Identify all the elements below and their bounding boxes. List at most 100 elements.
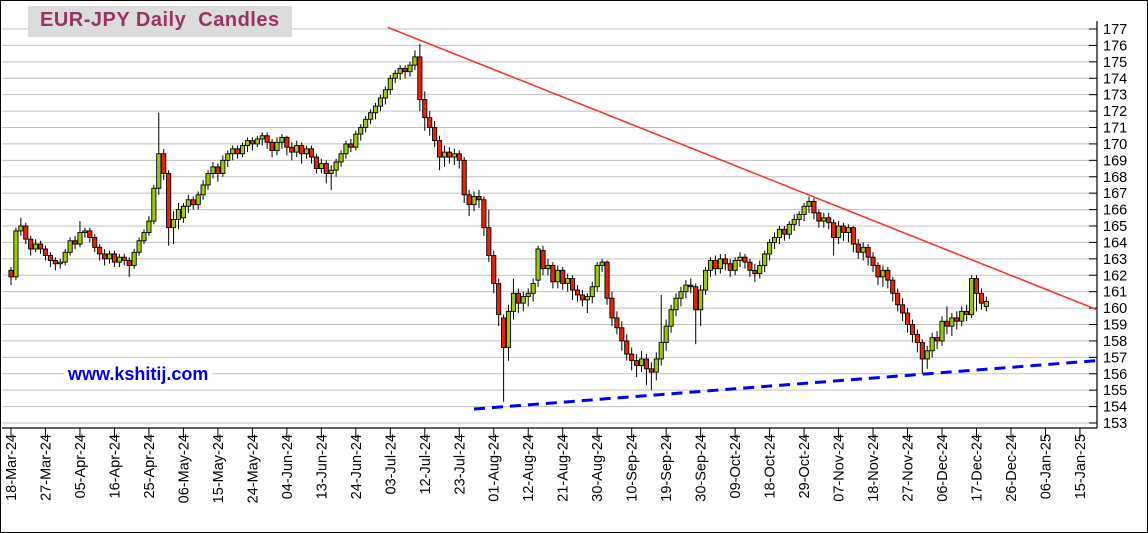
candle-body <box>954 317 960 322</box>
candle-body <box>13 230 19 278</box>
candle-body <box>584 296 590 301</box>
candle-body <box>92 237 98 248</box>
candle-body <box>515 292 521 304</box>
candle-body <box>673 297 679 311</box>
candle-body <box>126 260 132 266</box>
candle-body <box>683 284 689 293</box>
y-tick-label: 176 <box>1103 38 1127 54</box>
candle-body <box>407 64 413 73</box>
x-tick-label: 15-May-24 <box>211 434 227 503</box>
candle-body <box>831 222 837 238</box>
candle-body <box>983 301 989 307</box>
candle-body <box>72 240 78 245</box>
candle-body <box>501 317 507 348</box>
x-tick-label: 05-Apr-24 <box>73 434 89 498</box>
ascending-support-trendline <box>473 359 1098 411</box>
y-tick-label: 158 <box>1103 334 1127 350</box>
candle-body <box>520 296 526 304</box>
y-tick-label: 160 <box>1103 301 1127 317</box>
y-tick-label: 155 <box>1103 383 1127 399</box>
candle-body <box>294 145 300 153</box>
candle-body <box>308 148 315 158</box>
candle-body <box>402 67 408 73</box>
y-tick-label: 164 <box>1103 235 1127 251</box>
candle-body <box>914 333 920 344</box>
candle-body <box>934 337 940 342</box>
candle-body <box>747 261 753 271</box>
candle-body <box>476 195 482 201</box>
candle-body <box>254 138 260 145</box>
candle-body <box>909 324 916 335</box>
candle-body <box>530 283 536 294</box>
candle-body <box>658 342 664 360</box>
candle-body <box>663 325 669 344</box>
y-tick-label: 171 <box>1103 121 1127 137</box>
candle-body <box>116 256 122 263</box>
candle-body <box>486 227 492 256</box>
candle-body <box>363 118 369 128</box>
candle-body <box>417 56 423 101</box>
x-tick-label: 10-Sep-24 <box>625 434 641 502</box>
candle-body <box>210 166 216 174</box>
candle-body <box>880 269 886 278</box>
y-tick-label: 174 <box>1103 71 1127 87</box>
candle-body <box>235 148 241 155</box>
candle-body <box>698 289 704 311</box>
candle-body <box>343 143 349 155</box>
candle-body <box>678 291 684 299</box>
candle-body <box>742 256 748 263</box>
candle-body <box>269 141 275 151</box>
x-tick-label: 13-Jun-24 <box>314 434 330 499</box>
candle-body <box>131 251 137 266</box>
candles-layer <box>8 43 989 402</box>
y-tick-label: 154 <box>1103 400 1127 416</box>
candle-body <box>688 284 694 288</box>
candle-body <box>762 253 768 266</box>
candle-body <box>579 294 585 301</box>
candle-body <box>195 194 201 206</box>
candle-body <box>328 169 334 174</box>
candle-body <box>634 360 640 366</box>
candle-body <box>456 153 462 161</box>
candle-body <box>727 263 733 271</box>
x-tick-label: 06-Jan-25 <box>1038 434 1054 499</box>
candle-body <box>136 240 142 253</box>
x-tick-label: 07-Nov-24 <box>832 434 848 502</box>
x-tick-label: 12-Jul-24 <box>418 434 434 494</box>
candle-body <box>535 248 541 281</box>
candle-body <box>845 227 851 234</box>
candle-body <box>732 260 738 271</box>
candle-body <box>141 232 147 242</box>
candle-body <box>264 135 270 143</box>
candle-body <box>836 225 842 238</box>
watermark-text: www.kshitij.com <box>64 364 213 385</box>
candle-body <box>215 166 221 174</box>
x-tick-label: 23-Jul-24 <box>452 434 468 494</box>
candle-body <box>949 317 955 327</box>
candle-body <box>668 309 674 327</box>
candle-body <box>939 320 945 342</box>
candle-body <box>102 253 108 260</box>
x-tick-label: 12-Aug-24 <box>521 434 537 502</box>
candle-body <box>496 283 502 316</box>
x-tick-label: 21-Aug-24 <box>556 434 572 502</box>
candle-body <box>786 223 792 235</box>
candle-body <box>156 153 162 189</box>
x-tick-label: 26-Dec-24 <box>1004 434 1020 502</box>
x-tick-label: 18-Mar-24 <box>4 434 20 501</box>
candle-body <box>82 230 88 234</box>
candle-body <box>387 77 393 91</box>
candle-body <box>111 253 117 263</box>
candle-body <box>451 153 457 158</box>
y-tick-label: 162 <box>1103 268 1127 284</box>
x-tick-label: 15-Jan-25 <box>1073 434 1089 499</box>
descending-resistance-trendline <box>387 26 1098 311</box>
candle-body <box>67 240 73 253</box>
candle-body <box>638 358 645 366</box>
candle-body <box>200 184 206 196</box>
x-tick-label: 16-Apr-24 <box>107 434 123 498</box>
candle-body <box>87 230 93 238</box>
candle-body <box>865 246 871 258</box>
candle-body <box>643 358 650 370</box>
candle-body <box>220 159 226 174</box>
